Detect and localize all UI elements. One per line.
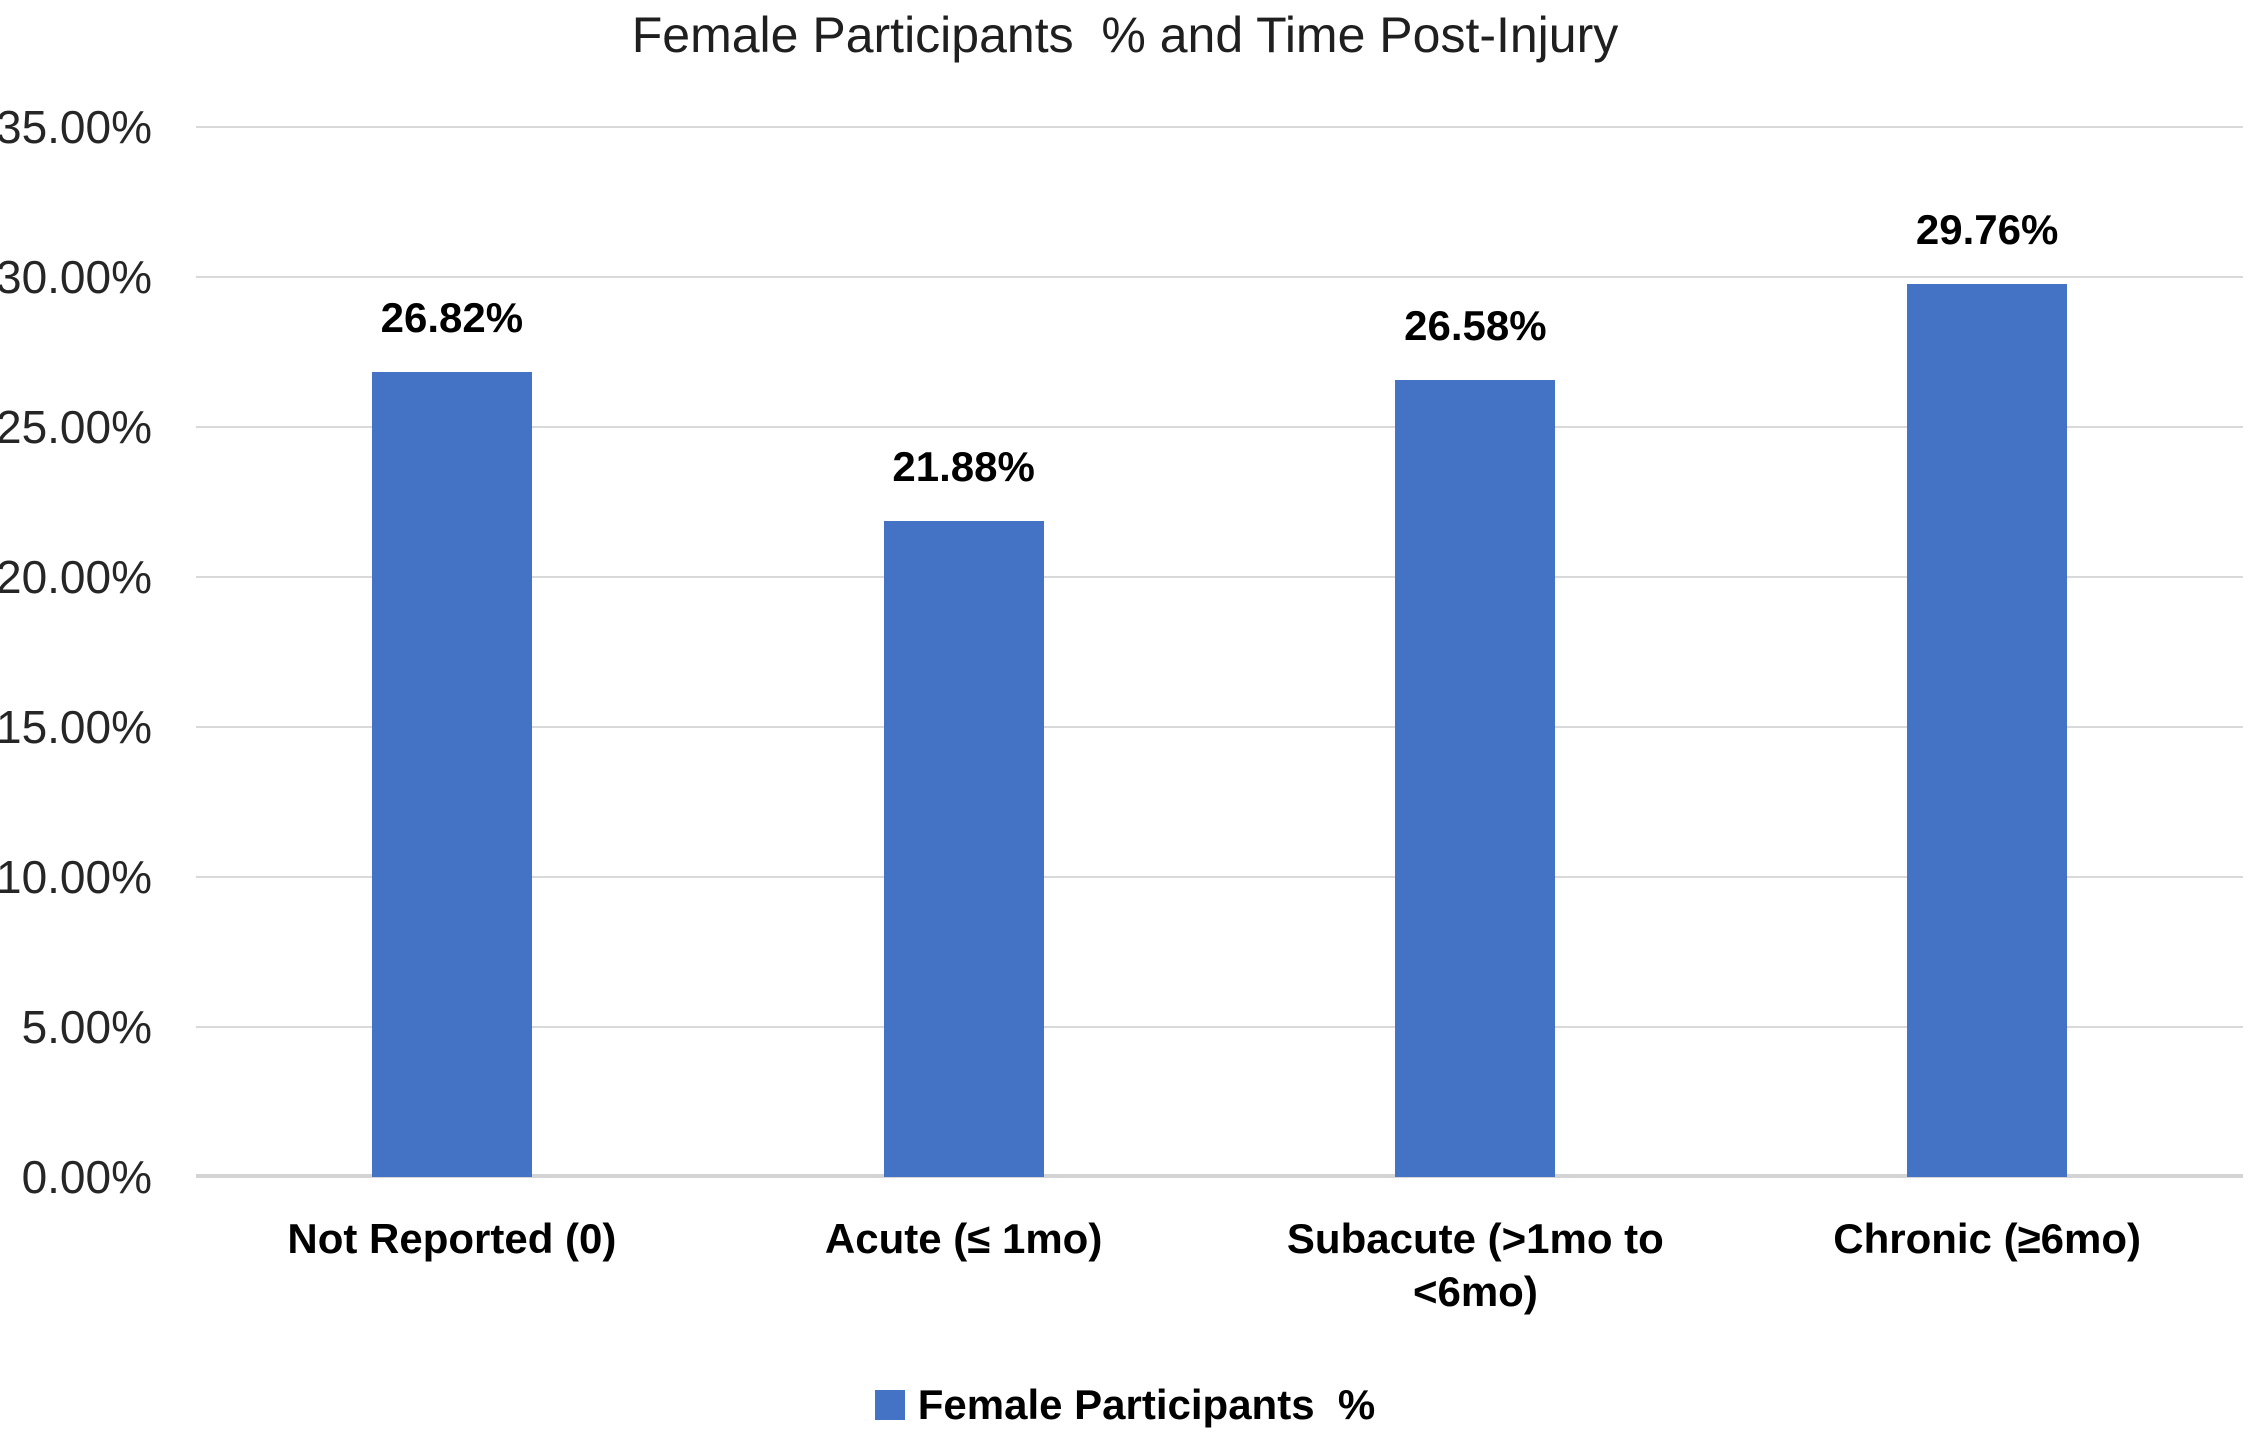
x-axis-baseline [196, 1174, 2243, 1178]
gridline [196, 576, 2243, 578]
y-axis-tick-label: 5.00% [21, 1001, 152, 1053]
gridline [196, 126, 2243, 128]
gridline [196, 876, 2243, 878]
plot-area: 26.82% 21.88% 26.58% 29.76% [196, 126, 2243, 1178]
y-axis-tick-label: 35.00% [0, 101, 152, 153]
y-axis: 0.00% 5.00% 10.00% 15.00% 20.00% 25.00% 30.00%… [0, 101, 152, 1203]
legend: Female Participants % [0, 1381, 2250, 1429]
bar-value-label: 26.58% [1404, 301, 1547, 349]
gridline [196, 426, 2243, 428]
gridline [196, 726, 2243, 728]
y-axis-tick-label: 10.00% [0, 851, 152, 903]
x-axis-category-label: Chronic (≥6mo) [1833, 1215, 2141, 1262]
x-axis-category-label: Acute (≤ 1mo) [824, 1215, 1103, 1262]
bar-value-label: 21.88% [892, 442, 1035, 490]
y-axis-tick-label: 0.00% [21, 1151, 152, 1203]
y-axis-tick-label: 25.00% [0, 401, 152, 453]
y-axis-tick-label: 15.00% [0, 701, 152, 753]
x-axis-category-label: Not Reported (0) [287, 1215, 617, 1262]
bar-value-label: 29.76% [1915, 206, 2059, 254]
bar-value-label: 26.82% [380, 294, 524, 342]
bar [1395, 379, 1556, 1177]
gridline [196, 1026, 2243, 1028]
x-axis-category-label: Subacute (>1mo to <6mo) [1286, 1215, 1664, 1315]
bar [883, 520, 1044, 1177]
chart-title: Female Participants % and Time Post-Inju… [631, 7, 1619, 63]
legend-series-label: Female Participants % [917, 1381, 1376, 1428]
legend-swatch-icon [874, 1390, 905, 1420]
gridline [196, 276, 2243, 278]
bar [371, 372, 532, 1177]
y-axis-tick-label: 30.00% [0, 251, 152, 303]
y-axis-tick-label: 20.00% [0, 551, 152, 603]
x-axis: Not Reported (0) Acute (≤ 1mo) Subacute (>… [196, 1213, 2243, 1353]
bar [1907, 284, 2068, 1177]
